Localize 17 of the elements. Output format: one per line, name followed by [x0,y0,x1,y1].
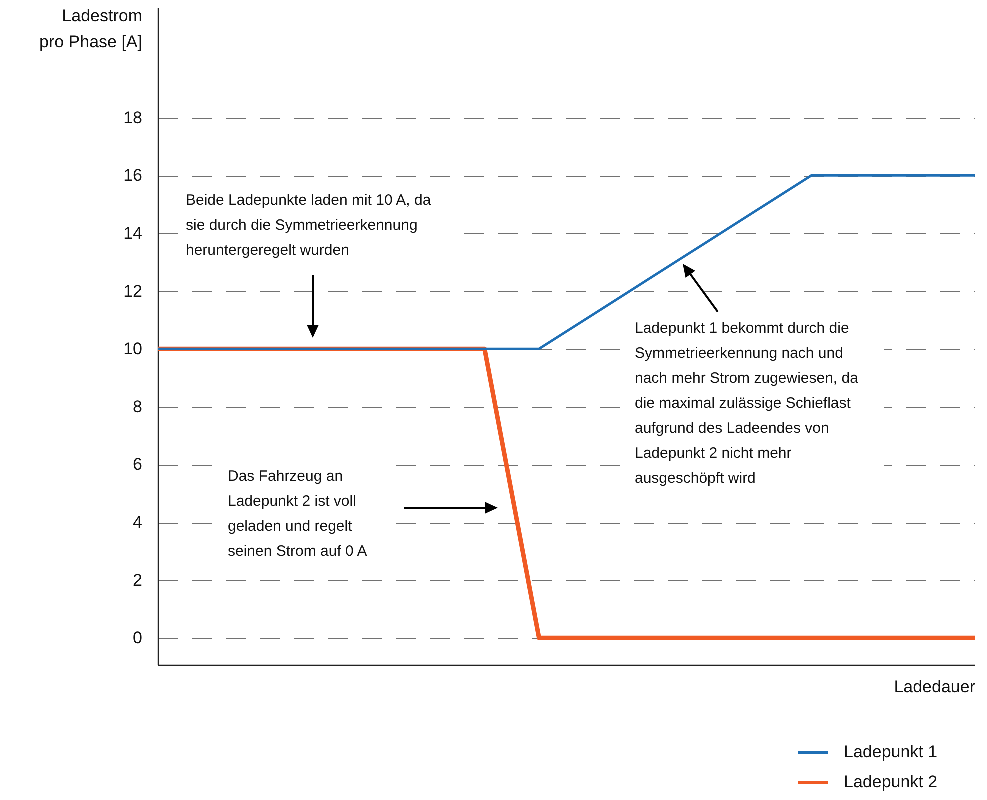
annotation: Das Fahrzeug an Ladepunkt 2 ist voll geladen und regelt seinen Strom auf 0 A [228,468,368,560]
y-tick-label: 4 [133,513,142,532]
y-tick-label: 18 [124,108,142,128]
x-axis-title: Ladedauer [894,678,976,696]
legend-label: Ladepunkt 2 [844,772,938,792]
y-tick-label: 8 [133,397,142,416]
annotation: Beide Ladepunkte laden mit 10 A, da sie durch die Symmetrieerkennung heruntergeregelt wurden [186,192,432,259]
y-tick-label: 12 [124,282,142,301]
y-tick-label: 10 [124,340,142,359]
y-tick-label: 16 [124,166,142,186]
y-axis-title: Ladestrom pro Phase [A] [39,6,142,52]
annotation: Ladepunkt 1 bekommt durch die Symmetrieerkennung nach und nach mehr Strom zugewiesen, da die maximal zulässige Schieflast aufgrund des Ladeendes von Ladepunkt 2 nicht mehr ausgeschöpft wird [635,320,860,487]
legend-label: Ladepunkt 1 [844,742,938,762]
y-tick-label: 6 [133,455,142,474]
y-tick-label: 0 [133,628,142,648]
y-tick-label: 14 [124,224,142,243]
y-tick-label: 2 [133,570,142,590]
